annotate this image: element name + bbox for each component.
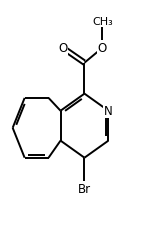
Text: N: N <box>104 105 113 118</box>
Text: Br: Br <box>78 182 91 195</box>
Text: O: O <box>98 42 107 55</box>
Text: O: O <box>58 42 67 55</box>
Text: CH₃: CH₃ <box>92 17 113 27</box>
